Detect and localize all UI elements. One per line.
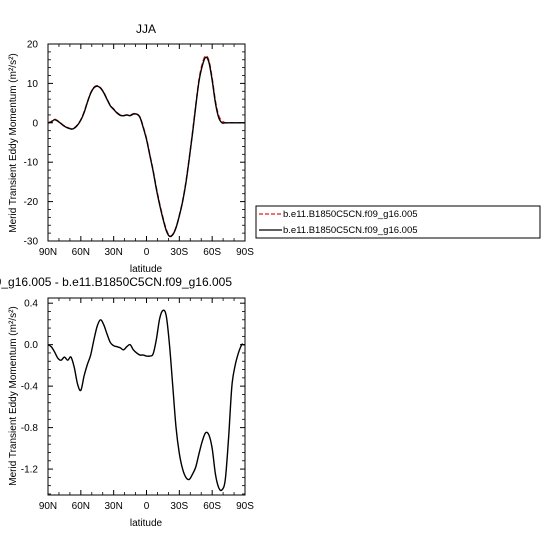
top-series-line-black-solid (47, 56, 245, 238)
top-y-tick-label: -10 (24, 158, 39, 169)
legend-box (255, 205, 541, 239)
top-x-tick-label: 60S (203, 247, 221, 258)
top-plot-series (47, 55, 245, 238)
top-x-tick-label: 30S (170, 247, 188, 258)
top-y-tick-label: 0 (32, 118, 38, 129)
bottom-x-tick-label: 90S (236, 501, 254, 512)
top-y-tick-label: -30 (24, 237, 39, 248)
top-x-tick-label: 30N (104, 247, 122, 258)
bottom-panel: b.e11.B1850C5CN.f09_g16.005 - b.e11.B185… (0, 275, 254, 529)
top-x-tick-label: 90N (39, 247, 57, 258)
bottom-plot-ticks: 90N 60N 30N 0 30S 60S 90S 0.4 0.0 -0.4 -0.8 -1.2 (21, 298, 254, 512)
bottom-y-tick-label: -0.8 (21, 423, 39, 434)
bottom-y-tick-label: -0.4 (21, 382, 39, 393)
top-x-axis-title: latitude (130, 264, 163, 275)
top-panel-title: JJA (136, 22, 156, 36)
legend: b.e11.B1850C5CN.f09_g16.005 b.e11.B1850C… (255, 205, 541, 239)
bottom-x-axis-title: latitude (130, 518, 163, 529)
bottom-y-tick-label: 0.4 (24, 299, 38, 310)
legend-label: b.e11.B1850C5CN.f09_g16.005 (283, 225, 418, 236)
top-x-tick-label: 0 (144, 247, 150, 258)
bottom-x-tick-label: 30S (170, 501, 188, 512)
top-y-tick-label: 20 (27, 40, 39, 51)
top-x-tick-label: 90S (236, 247, 254, 258)
bottom-y-tick-label: -1.2 (21, 465, 39, 476)
bottom-series-line-black-solid (47, 309, 245, 492)
bottom-plot-frame (47, 297, 246, 496)
top-y-tick-label: -20 (24, 197, 39, 208)
top-panel: JJA 90N 60N 30N 0 30S 60S 90S 20 10 0 -10 -20 -30 la… (8, 22, 254, 275)
bottom-x-tick-label: 30N (104, 501, 122, 512)
legend-label: b.e11.B1850C5CN.f09_g16.005 (283, 209, 418, 220)
bottom-plot-series (47, 309, 245, 492)
top-series-line-red-dashed (47, 55, 245, 237)
bottom-panel-title: b.e11.B1850C5CN.f09_g16.005 - b.e11.B185… (0, 275, 232, 289)
top-plot-ticks: 90N 60N 30N 0 30S 60S 90S 20 10 0 -10 -20 -30 (24, 40, 255, 259)
top-y-axis-title: Merid Transient Eddy Momentum (m²/s²) (8, 53, 19, 233)
top-y-tick-label: 10 (27, 79, 39, 90)
bottom-y-tick-label: 0.0 (24, 340, 38, 351)
bottom-x-tick-label: 0 (144, 501, 150, 512)
bottom-y-axis-title: Merid Transient Eddy Momentum (m²/s²) (8, 306, 19, 486)
top-x-tick-label: 60N (72, 247, 90, 258)
bottom-x-tick-label: 60N (72, 501, 90, 512)
bottom-x-tick-label: 60S (203, 501, 221, 512)
bottom-x-tick-label: 90N (39, 501, 57, 512)
